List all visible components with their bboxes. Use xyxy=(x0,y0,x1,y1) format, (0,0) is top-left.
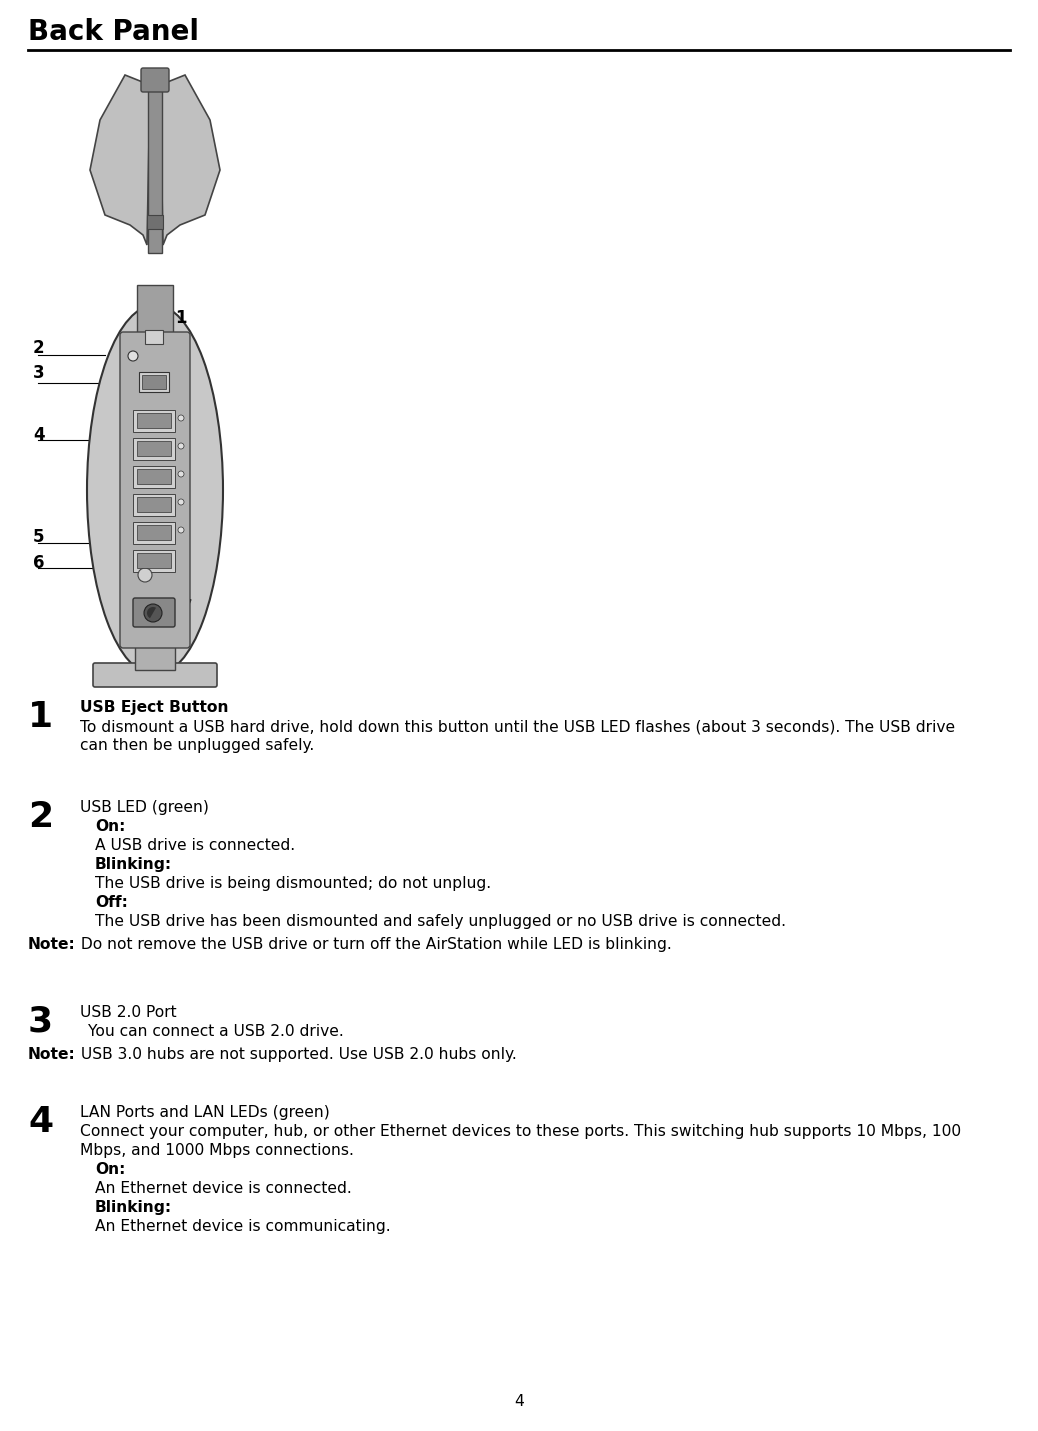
Bar xyxy=(139,372,169,392)
FancyBboxPatch shape xyxy=(93,663,217,687)
Text: The USB drive has been dismounted and safely unplugged or no USB drive is connec: The USB drive has been dismounted and sa… xyxy=(95,914,786,929)
Bar xyxy=(137,414,171,428)
Bar xyxy=(133,522,175,544)
Text: Blinking:: Blinking: xyxy=(95,857,172,871)
Text: USB 2.0 Port: USB 2.0 Port xyxy=(80,1005,176,1020)
Bar xyxy=(137,469,171,484)
Text: 5: 5 xyxy=(33,528,45,547)
Text: USB Eject Button: USB Eject Button xyxy=(80,700,228,716)
Bar xyxy=(137,497,171,512)
Text: 7: 7 xyxy=(181,598,193,615)
Text: Back Panel: Back Panel xyxy=(28,19,199,46)
Text: An Ethernet device is connected.: An Ethernet device is connected. xyxy=(95,1181,352,1196)
Circle shape xyxy=(177,444,184,449)
Polygon shape xyxy=(90,74,151,245)
Polygon shape xyxy=(160,74,220,245)
Bar xyxy=(137,285,173,335)
Bar xyxy=(133,494,175,517)
Circle shape xyxy=(177,499,184,505)
Text: Mbps, and 1000 Mbps connections.: Mbps, and 1000 Mbps connections. xyxy=(80,1143,354,1158)
Text: Note:: Note: xyxy=(28,937,76,952)
Bar xyxy=(147,215,163,229)
Bar xyxy=(137,441,171,456)
Bar xyxy=(145,331,163,343)
Bar xyxy=(133,438,175,459)
Text: To dismount a USB hard drive, hold down this button until the USB LED flashes (a: To dismount a USB hard drive, hold down … xyxy=(80,718,955,734)
Circle shape xyxy=(177,415,184,421)
FancyBboxPatch shape xyxy=(141,69,169,92)
Text: can then be unplugged safely.: can then be unplugged safely. xyxy=(80,738,315,753)
Text: Off:: Off: xyxy=(95,894,128,910)
Text: Blinking:: Blinking: xyxy=(95,1201,172,1215)
Bar xyxy=(142,375,166,389)
Circle shape xyxy=(177,471,184,477)
Text: 1: 1 xyxy=(28,700,53,734)
Bar xyxy=(148,79,162,253)
Bar xyxy=(133,550,175,572)
FancyBboxPatch shape xyxy=(133,598,175,627)
Text: 1: 1 xyxy=(175,309,187,328)
Text: 4: 4 xyxy=(514,1394,524,1408)
Wedge shape xyxy=(147,607,156,618)
Bar xyxy=(135,640,175,670)
Text: 2: 2 xyxy=(33,339,45,356)
Text: 6: 6 xyxy=(33,554,45,572)
Text: On:: On: xyxy=(95,1162,126,1178)
Text: 2: 2 xyxy=(28,800,53,834)
FancyBboxPatch shape xyxy=(120,332,190,648)
Text: An Ethernet device is communicating.: An Ethernet device is communicating. xyxy=(95,1219,390,1234)
Text: USB LED (green): USB LED (green) xyxy=(80,800,209,816)
Text: Note:: Note: xyxy=(28,1047,76,1062)
Bar xyxy=(137,552,171,568)
Text: On:: On: xyxy=(95,819,126,834)
Text: The USB drive is being dismounted; do not unplug.: The USB drive is being dismounted; do no… xyxy=(95,876,491,892)
Text: 4: 4 xyxy=(28,1105,53,1139)
Text: You can connect a USB 2.0 drive.: You can connect a USB 2.0 drive. xyxy=(88,1025,344,1039)
Text: Connect your computer, hub, or other Ethernet devices to these ports. This switc: Connect your computer, hub, or other Eth… xyxy=(80,1123,961,1139)
Text: Do not remove the USB drive or turn off the AirStation while LED is blinking.: Do not remove the USB drive or turn off … xyxy=(76,937,672,952)
Text: 4: 4 xyxy=(33,426,45,444)
Text: LAN Ports and LAN LEDs (green): LAN Ports and LAN LEDs (green) xyxy=(80,1105,330,1120)
Text: A USB drive is connected.: A USB drive is connected. xyxy=(95,839,295,853)
Text: USB 3.0 hubs are not supported. Use USB 2.0 hubs only.: USB 3.0 hubs are not supported. Use USB … xyxy=(76,1047,517,1062)
Circle shape xyxy=(177,527,184,532)
Text: 3: 3 xyxy=(33,363,45,382)
Bar xyxy=(133,411,175,432)
Bar xyxy=(133,467,175,488)
Circle shape xyxy=(128,351,138,361)
Text: 3: 3 xyxy=(28,1005,53,1039)
Ellipse shape xyxy=(87,305,223,675)
Circle shape xyxy=(144,604,162,622)
Circle shape xyxy=(138,568,152,582)
Bar xyxy=(137,525,171,539)
